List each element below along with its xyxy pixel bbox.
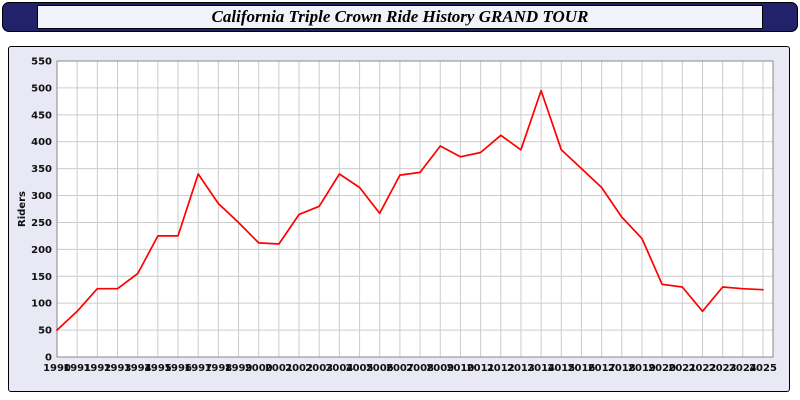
x-tick-label: 1990 [43,363,71,374]
x-tick-label: 2025 [749,363,777,374]
riders-line-chart: 0501001502002503003504004505005501990199… [17,57,777,375]
x-tick-label: 1998 [204,363,232,374]
x-tick-label: 2021 [668,363,696,374]
y-tick-label: 350 [31,164,52,175]
x-tick-label: 2017 [588,363,616,374]
x-tick-label: 1991 [63,363,91,374]
y-tick-label: 50 [38,326,52,337]
x-tick-label: 2014 [527,363,555,374]
x-tick-label: 2003 [305,363,333,374]
x-tick-label: 1999 [225,363,253,374]
chart-panel: 0 50 100 150 200 250 300 350 400 450 500 550 1990 199… [8,46,790,392]
x-tick-label: 2005 [346,363,374,374]
plot-border [56,60,774,358]
x-tick-label: 1995 [144,363,172,374]
title-panel: California Triple Crown Ride History GRA… [37,5,763,29]
x-tick-label: 2001 [265,363,293,374]
page-title: California Triple Crown Ride History GRA… [211,7,589,26]
x-tick-label: 2019 [628,363,656,374]
x-tick-label: 1993 [104,363,132,374]
plot-area [57,61,773,357]
x-tick-label: 2006 [366,363,394,374]
y-tick-label: 450 [31,110,52,121]
x-tick-label: 1992 [83,363,111,374]
x-tick-label: 1996 [164,363,192,374]
x-tick-label: 2004 [325,363,353,374]
y-tick-label: 400 [31,137,52,148]
x-tick-label: 1997 [184,363,212,374]
x-tick-label: 2023 [709,363,737,374]
x-tick-label: 2010 [447,363,475,374]
x-tick-label: 2002 [285,363,313,374]
x-tick-label: 2000 [245,363,273,374]
x-tick-label: 2016 [568,363,596,374]
y-tick-label: 250 [31,218,52,229]
x-tick-label: 2020 [648,363,676,374]
x-tick-label: 2011 [467,363,495,374]
x-tick-label: 2018 [608,363,636,374]
x-tick-label: 1994 [124,363,152,374]
y-axis-label: Riders [17,191,28,227]
y-tick-label: 100 [31,299,52,310]
y-tick-label: 500 [31,83,52,94]
ride-history-line [56,89,764,331]
x-tick-label: 2008 [406,363,434,374]
title-bar: California Triple Crown Ride History GRA… [2,2,798,32]
y-tick-label: 300 [31,191,52,202]
x-tick-label: 2022 [689,363,717,374]
y-tick-label: 550 [31,57,52,68]
x-tick-label: 2013 [507,363,535,374]
y-tick-label: 150 [31,272,52,283]
x-tick-label: 2015 [547,363,575,374]
x-tick-label: 2007 [386,363,414,374]
y-tick-label: 0 [45,353,52,364]
x-tick-label: 2012 [487,363,515,374]
y-tick-label: 200 [31,245,52,256]
x-tick-label: 2009 [426,363,454,374]
x-tick-label: 2024 [729,363,757,374]
